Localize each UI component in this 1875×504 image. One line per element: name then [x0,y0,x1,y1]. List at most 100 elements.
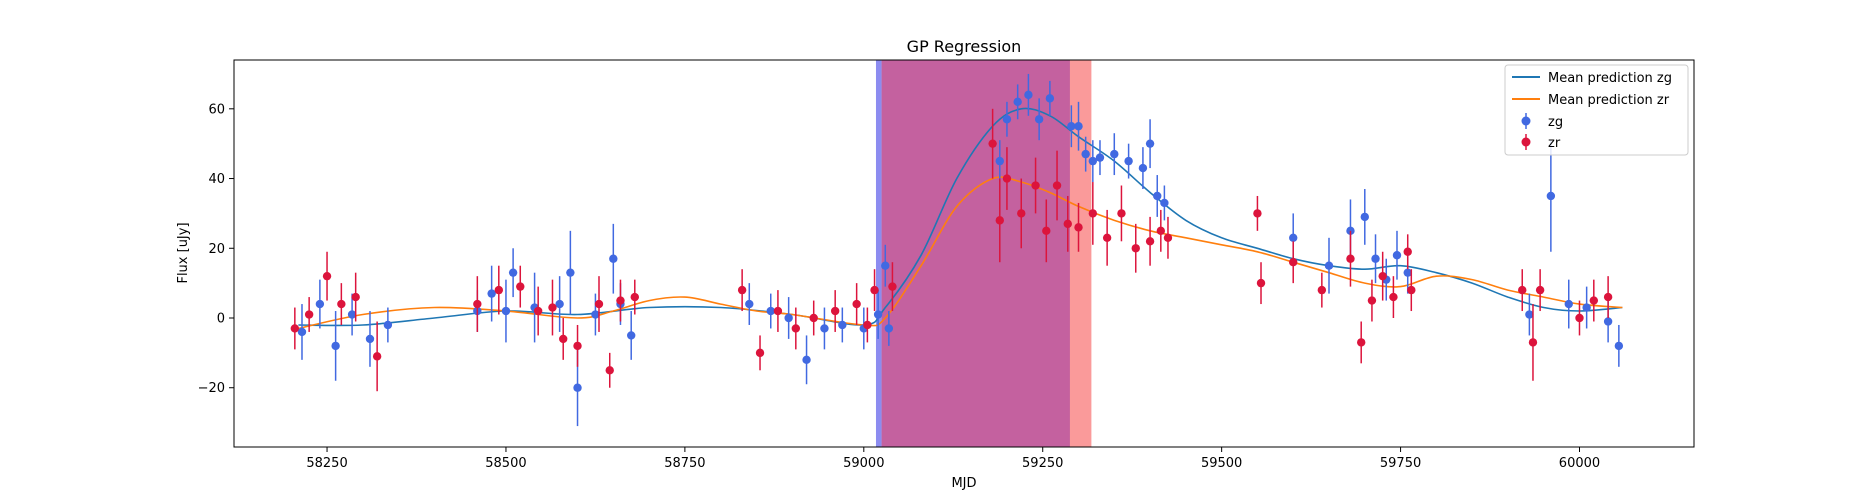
data-point-zr [1407,269,1416,312]
point-marker-zr [1528,338,1538,347]
mean-prediction-zr-line [298,176,1623,330]
data-point-zg [1324,237,1334,294]
data-point-zr [1052,150,1062,221]
data-point-zg [1067,105,1076,148]
point-marker-zr [1042,226,1051,236]
data-point-zg [555,276,564,332]
point-marker-zg [1360,212,1369,222]
point-marker-zr [1074,223,1083,232]
mean-prediction-zg-line [298,107,1623,327]
legend-marker-zr [1521,137,1531,147]
data-point-zr [1357,321,1366,364]
point-marker-zg [1403,268,1412,277]
data-point-zg [609,223,618,294]
point-marker-zr [1317,285,1327,295]
point-marker-zr [1367,296,1377,305]
data-point-zg [995,140,1004,183]
point-marker-zr [870,285,879,295]
data-point-zr [870,269,879,312]
y-axis-ticks: −20 0 20 40 60 [198,102,234,396]
point-marker-zg [331,341,340,351]
data-point-zr [605,352,614,388]
data-point-zg [1095,140,1105,176]
data-point-zr [1102,209,1112,266]
data-point-zg [501,279,511,343]
x-tick-label: 60000 [1559,456,1600,471]
point-marker-zg [820,324,829,333]
legend-label-zr-mean: Mean prediction zr [1548,93,1670,108]
point-marker-zr [755,348,765,358]
data-point-zg [1088,140,1098,183]
data-point-zr [1145,216,1155,266]
point-marker-zr [533,306,543,316]
x-axis-label: MJD [951,476,976,491]
data-point-zg [1564,279,1573,329]
point-marker-zr [1603,292,1613,302]
data-point-zr [630,279,639,315]
data-point-zr [573,324,582,367]
point-marker-zg [1095,153,1105,162]
data-point-zr [1017,178,1026,249]
data-point-zr [1518,269,1527,312]
data-point-zr [1289,241,1298,284]
x-tick-label: 59500 [1201,456,1242,471]
point-marker-zr [548,303,557,312]
point-marker-zr [1163,233,1173,243]
point-marker-zr [1289,258,1298,267]
y-tick-label: 0 [217,312,225,327]
legend-marker-zg [1521,116,1531,126]
data-point-zg [745,283,754,325]
point-marker-zg [873,310,883,319]
data-point-zr [1603,276,1613,318]
data-point-zg [1360,189,1369,245]
point-marker-zg [1160,198,1169,208]
point-marker-zr [988,139,997,148]
data-point-zg [1013,84,1022,120]
point-marker-zg [566,268,575,277]
point-marker-zg [508,268,518,277]
point-marker-zr [1389,292,1398,302]
data-point-zr [516,265,525,308]
point-marker-zr [791,324,801,333]
point-marker-zg [591,310,600,319]
data-point-zg [1081,136,1090,172]
x-tick-label: 59000 [843,456,884,471]
data-point-zr [995,178,1004,263]
x-axis-ticks: 58250 58500 58750 59000 59250 59500 59750 60000 [306,447,1600,471]
data-point-zr [1575,300,1584,336]
data-point-zg [1034,98,1044,141]
point-marker-zg [297,327,307,337]
point-marker-zg [1002,115,1012,124]
point-marker-zr [1131,244,1140,253]
data-point-zr [852,283,861,325]
point-marker-zr [1088,209,1098,218]
y-tick-label: 20 [208,242,225,257]
data-point-zg [1074,101,1083,151]
point-marker-zr [863,320,872,330]
x-tick-label: 59750 [1380,456,1421,471]
data-point-zr [1117,185,1126,242]
point-marker-zr [616,296,625,305]
data-point-zr [616,279,625,322]
point-marker-zg [1324,261,1334,270]
data-point-zg [1392,230,1402,280]
point-marker-zg [1392,251,1402,260]
point-marker-zr [888,282,897,291]
point-marker-zg [573,383,582,392]
point-marker-zg [784,313,793,323]
data-point-zr [863,307,872,343]
data-point-zg [1045,80,1055,116]
point-marker-zg [1153,191,1162,201]
data-point-zr [1378,251,1387,301]
x-tick-label: 59250 [1022,456,1063,471]
data-point-zr [888,262,897,312]
mean-prediction-lines [298,107,1623,330]
point-marker-zr [1346,254,1355,263]
point-marker-zg [1138,163,1148,173]
point-marker-zr [1589,296,1599,305]
point-marker-zg [347,310,357,319]
point-marker-zg [1024,90,1033,100]
x-tick-label: 58250 [306,456,347,471]
